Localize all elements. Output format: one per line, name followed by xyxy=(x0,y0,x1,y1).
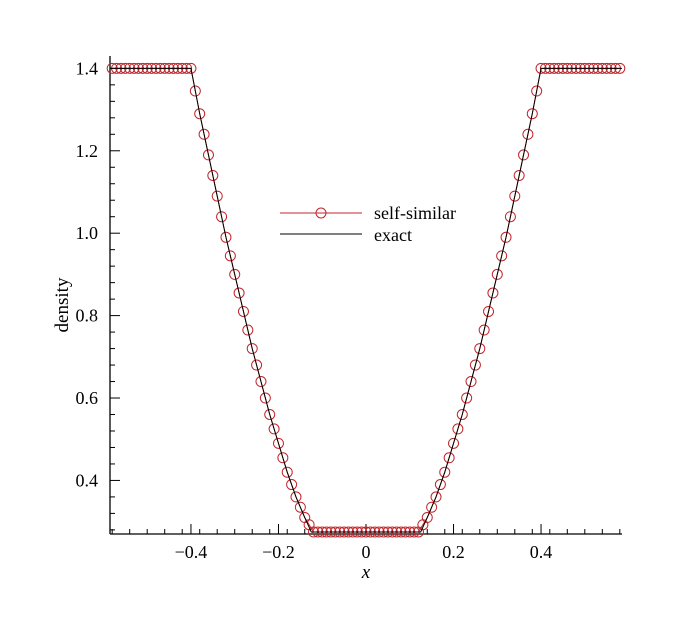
data-point-self-similar xyxy=(421,512,433,524)
y-tick-label: 1.0 xyxy=(76,223,99,243)
data-point-self-similar xyxy=(224,250,236,262)
data-point-self-similar xyxy=(216,211,228,223)
x-tick-label: −0.4 xyxy=(175,542,208,562)
data-point-self-similar xyxy=(465,376,477,388)
legend-label-exact: exact xyxy=(374,225,412,245)
data-point-self-similar xyxy=(246,343,258,355)
x-tick-label: 0.4 xyxy=(530,542,553,562)
data-point-self-similar xyxy=(513,170,525,181)
y-tick-label: 1.4 xyxy=(76,58,99,78)
data-point-self-similar xyxy=(233,287,245,299)
y-tick-label: 0.8 xyxy=(76,306,99,326)
data-point-self-similar xyxy=(286,479,298,491)
tick-labels: −0.4 −0.2 0 0.2 0.4 0.4 0.6 0.8 1.0 1.2 1.4 xyxy=(76,58,553,562)
data-point-self-similar xyxy=(496,250,508,262)
data-point-self-similar xyxy=(268,423,280,435)
y-tick-label: 1.2 xyxy=(76,141,99,161)
data-point-self-similar xyxy=(443,452,455,464)
data-point-self-similar xyxy=(531,85,543,97)
data-point-self-similar xyxy=(237,305,249,317)
series-line-exact xyxy=(110,67,622,533)
data-point-self-similar xyxy=(491,268,503,280)
data-point-self-similar xyxy=(426,501,438,513)
x-axis-label: x xyxy=(361,562,371,583)
x-tick-label: 0 xyxy=(362,542,371,562)
data-point-self-similar xyxy=(277,452,289,464)
data-point-self-similar xyxy=(439,466,451,478)
legend-marker-self-similar xyxy=(315,207,327,219)
data-point-self-similar xyxy=(211,190,223,202)
data-point-self-similar xyxy=(242,324,254,336)
data-point-self-similar xyxy=(198,128,210,140)
data-point-self-similar xyxy=(526,108,538,120)
legend-label-self-similar: self-similar xyxy=(374,203,456,223)
data-point-self-similar xyxy=(189,85,201,97)
axis-ticks xyxy=(110,67,621,534)
data-point-self-similar xyxy=(207,170,219,181)
data-point-self-similar xyxy=(259,392,271,404)
data-point-self-similar xyxy=(434,479,446,491)
data-point-self-similar xyxy=(202,149,214,161)
data-point-self-similar xyxy=(461,392,473,404)
data-point-self-similar xyxy=(478,324,490,336)
data-point-self-similar xyxy=(509,190,521,202)
data-point-self-similar xyxy=(294,501,306,513)
data-point-self-similar xyxy=(500,231,512,243)
data-point-self-similar xyxy=(487,287,499,299)
data-point-self-similar xyxy=(194,108,206,120)
data-point-self-similar xyxy=(264,409,276,420)
data-point-self-similar xyxy=(448,437,460,449)
y-tick-label: 0.4 xyxy=(76,470,99,490)
data-point-self-similar xyxy=(229,268,241,280)
data-point-self-similar xyxy=(430,491,442,503)
data-point-self-similar xyxy=(220,231,232,243)
data-point-self-similar xyxy=(456,409,468,420)
data-point-self-similar xyxy=(474,343,486,355)
data-point-self-similar xyxy=(469,359,481,371)
plot-frame xyxy=(109,56,622,535)
x-tick-label: −0.2 xyxy=(262,542,295,562)
y-tick-label: 0.6 xyxy=(76,388,99,408)
series-layer xyxy=(106,62,626,538)
data-point-self-similar xyxy=(272,437,284,449)
data-point-self-similar xyxy=(483,305,495,317)
data-point-self-similar xyxy=(251,359,263,371)
data-point-self-similar xyxy=(518,149,530,161)
data-point-self-similar xyxy=(452,423,464,435)
series-line-self-similar xyxy=(112,67,620,533)
data-point-self-similar xyxy=(504,211,516,223)
data-point-self-similar xyxy=(290,491,302,503)
data-point-self-similar xyxy=(255,376,267,388)
y-axis-label: density xyxy=(52,277,73,332)
legend: self-similar exact xyxy=(280,203,456,245)
data-point-self-similar xyxy=(281,466,293,478)
data-point-self-similar xyxy=(522,128,534,140)
x-tick-label: 0.2 xyxy=(442,542,465,562)
